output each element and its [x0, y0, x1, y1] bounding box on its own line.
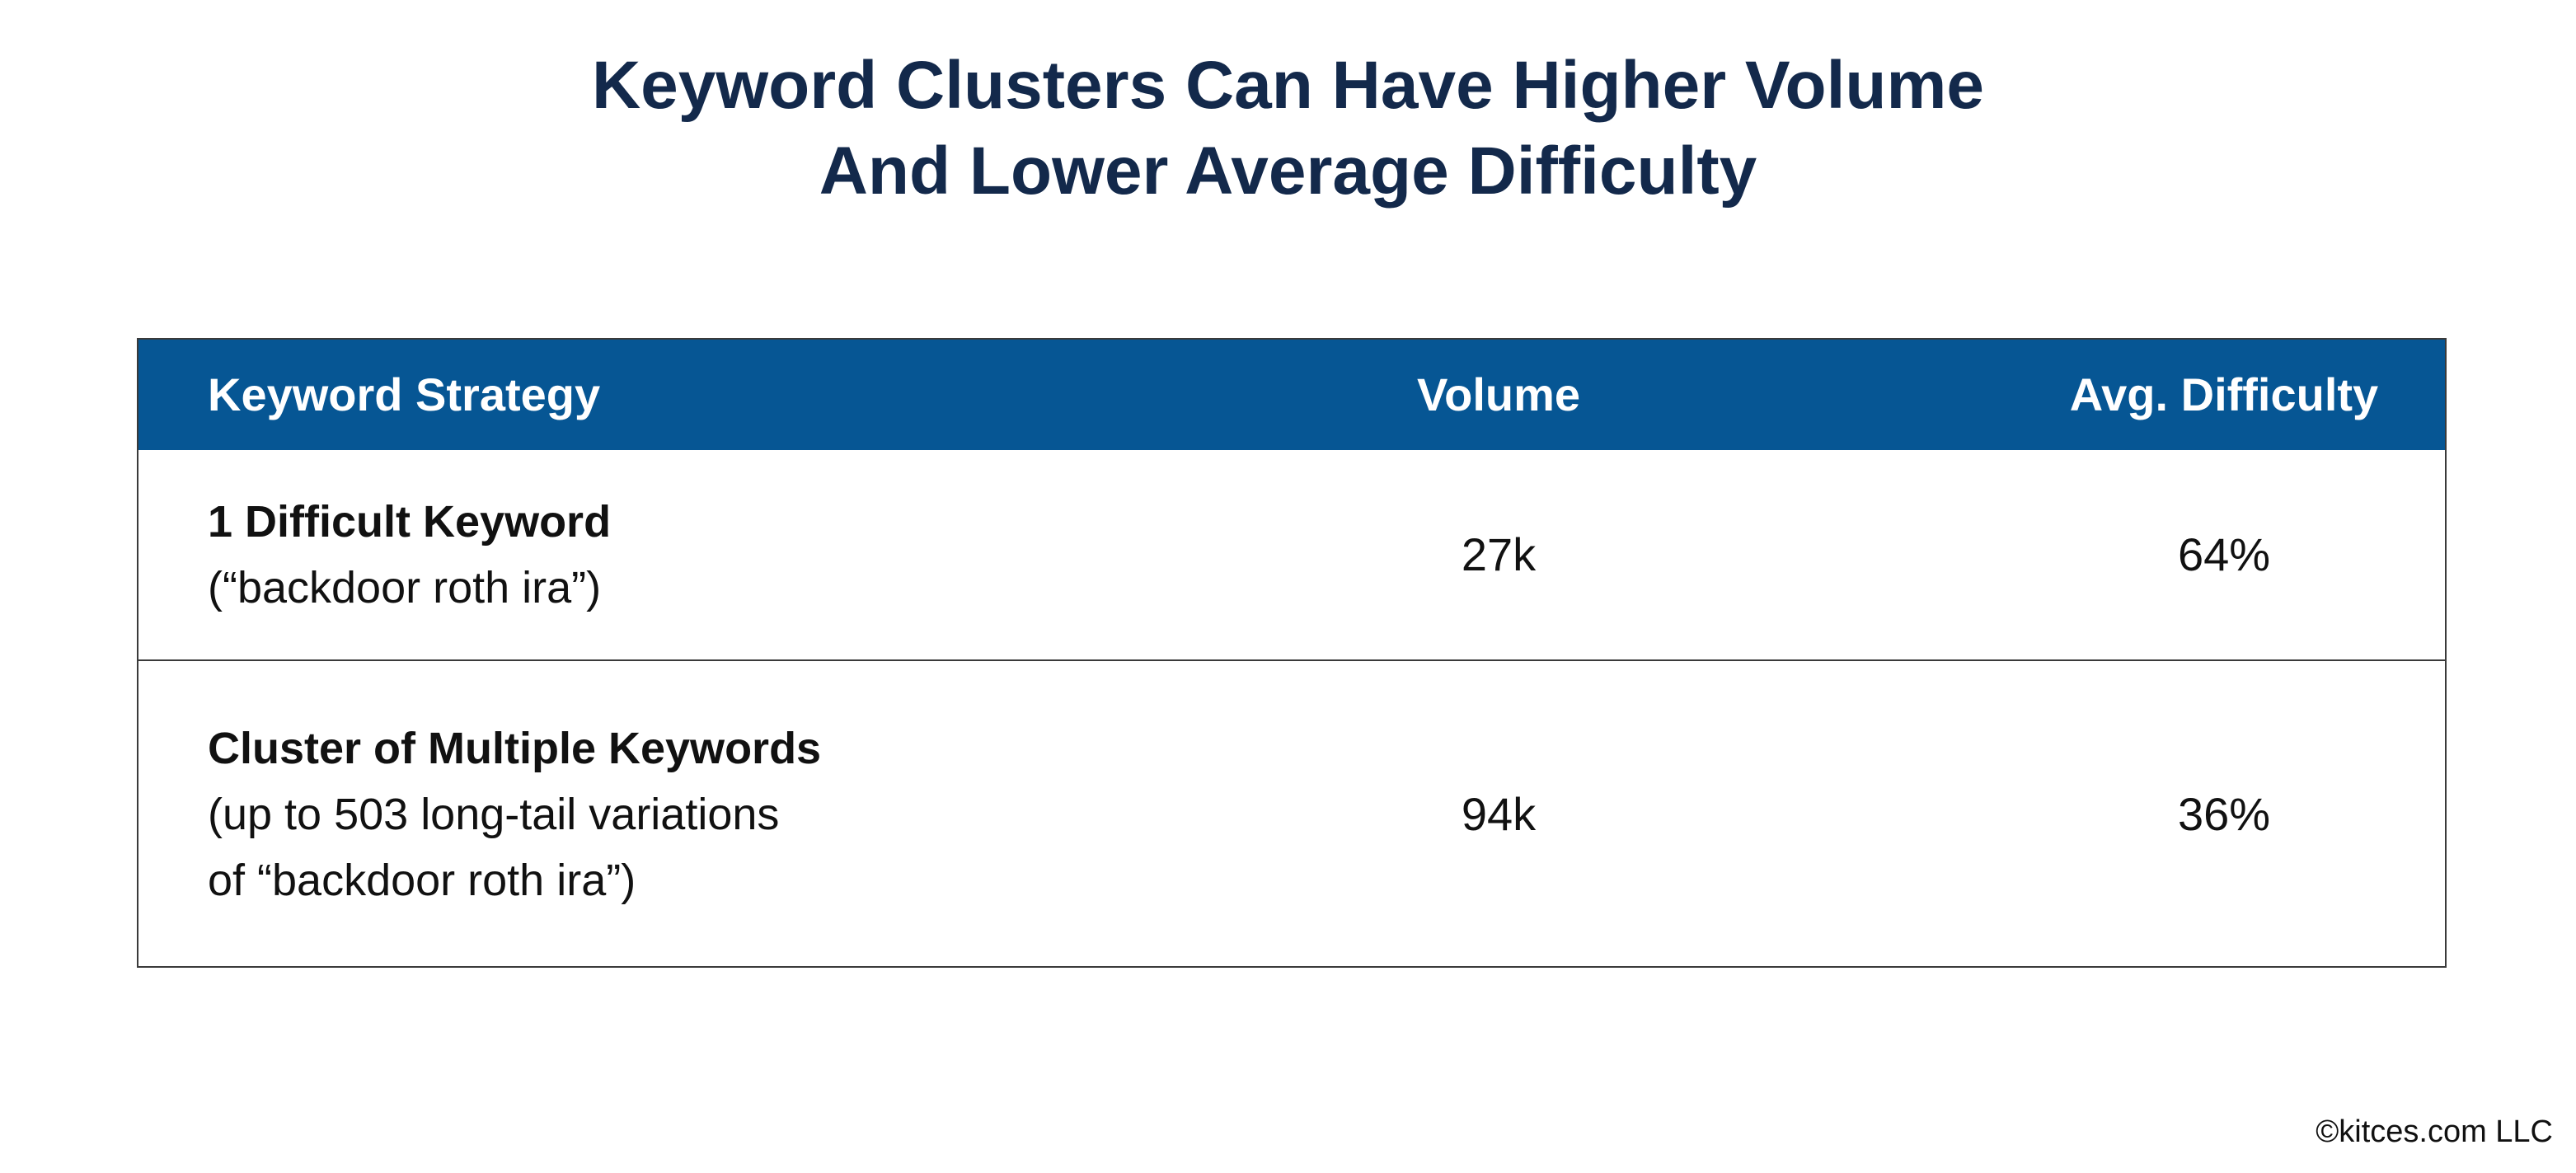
- table-header-row: Keyword Strategy Volume Avg. Difficulty: [138, 340, 2445, 450]
- volume-cell: 94k: [1461, 788, 1537, 840]
- volume-cell: 27k: [1461, 528, 1537, 580]
- keyword-strategy-table: Keyword Strategy Volume Avg. Difficulty …: [137, 338, 2447, 968]
- table-row: 1 Difficult Keyword (“backdoor roth ira”…: [138, 450, 2445, 661]
- strategy-detail: (“backdoor roth ira”): [208, 563, 602, 612]
- strategy-name: 1 Difficult Keyword: [208, 497, 612, 547]
- strategy-cell: 1 Difficult Keyword (“backdoor roth ira”…: [208, 489, 1197, 621]
- strategy-detail: (up to 503 long-tail variations: [208, 790, 780, 839]
- title-line-1: Keyword Clusters Can Have Higher Volume: [591, 48, 1985, 123]
- header-keyword-strategy: Keyword Strategy: [208, 368, 601, 420]
- table-row: Cluster of Multiple Keywords (up to 503 …: [138, 661, 2445, 968]
- header-avg-difficulty: Avg. Difficulty: [2069, 368, 2379, 420]
- difficulty-cell: 64%: [2177, 528, 2271, 580]
- copyright-credit: ©kitces.com LLC: [2316, 1114, 2553, 1149]
- strategy-detail: of “backdoor roth ira”): [208, 856, 636, 905]
- difficulty-cell: 36%: [2177, 788, 2271, 840]
- strategy-name: Cluster of Multiple Keywords: [208, 724, 822, 773]
- strategy-cell: Cluster of Multiple Keywords (up to 503 …: [208, 716, 1197, 913]
- title-line-2: And Lower Average Difficulty: [819, 134, 1757, 209]
- header-volume: Volume: [1416, 368, 1581, 420]
- page-title: Keyword Clusters Can Have Higher Volume …: [0, 43, 2576, 214]
